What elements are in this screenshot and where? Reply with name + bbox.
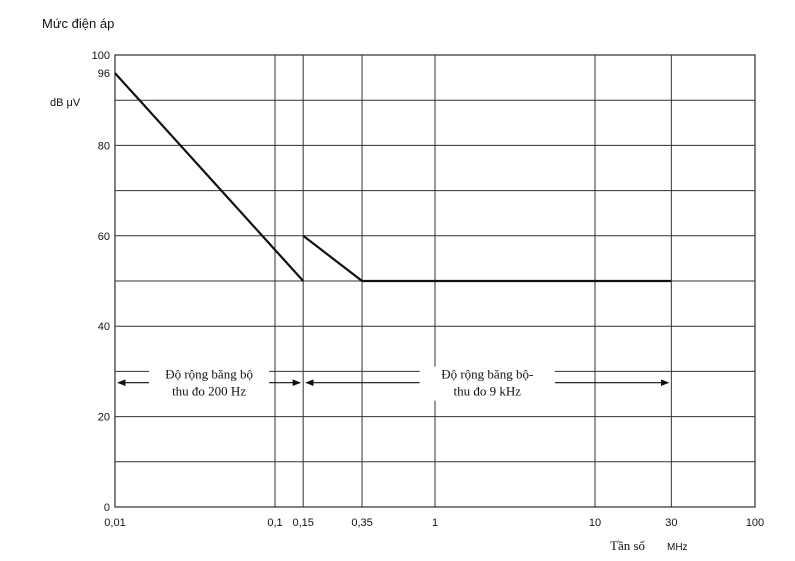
annotation-label: Độ rộng băng bộ [165, 367, 253, 382]
x-tick-label: 0,35 [351, 517, 372, 529]
y-tick-label: 0 [104, 502, 110, 514]
tick-labels: 0 20 40 60 80 96 100 0,01 0,1 0,15 0,35 1 10 30 100 [92, 50, 765, 529]
x-axis-label: Tần số [610, 538, 646, 553]
x-tick-label: 100 [746, 517, 764, 529]
annotation-label: thu đo 9 kHz [453, 384, 521, 399]
y-axis-label: dB μV [50, 97, 81, 109]
y-tick-label: 20 [98, 412, 110, 424]
y-tick-label: 96 [98, 68, 110, 80]
annotation-label: Độ rộng băng bộ- [441, 367, 533, 382]
x-tick-label: 30 [665, 517, 677, 529]
annotation-background [419, 366, 555, 401]
x-tick-label: 0,01 [104, 517, 125, 529]
annotation-label: thu đo 200 Hz [172, 384, 246, 399]
series-line-2 [302, 234, 672, 283]
x-tick-label: 0,15 [292, 517, 313, 529]
y-tick-label: 60 [98, 231, 110, 243]
series-line-1 [114, 72, 305, 282]
y-tick-label: 80 [98, 140, 110, 152]
series-layer [114, 72, 672, 283]
y-tick-label: 40 [98, 321, 110, 333]
x-axis-unit: MHz [667, 542, 688, 553]
annotations: Độ rộng băng bộ thu đo 200 Hz Độ rộng băng… [117, 366, 670, 401]
x-tick-label: 10 [589, 517, 601, 529]
y-tick-label: 100 [92, 50, 110, 62]
annotation-background [149, 366, 270, 401]
chart-title: Mức điện áp [42, 16, 114, 31]
x-tick-label: 0,1 [267, 517, 282, 529]
x-tick-label: 1 [432, 517, 438, 529]
